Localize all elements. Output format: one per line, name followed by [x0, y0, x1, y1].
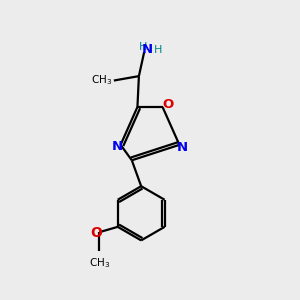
Text: CH$_3$: CH$_3$	[89, 256, 110, 270]
Text: N: N	[177, 141, 188, 154]
Text: N: N	[142, 43, 153, 56]
Text: O: O	[162, 98, 173, 111]
Text: CH$_3$: CH$_3$	[91, 73, 112, 87]
Text: H: H	[139, 42, 147, 52]
Text: H: H	[154, 45, 163, 55]
Text: N: N	[112, 140, 123, 153]
Text: O: O	[90, 226, 102, 240]
